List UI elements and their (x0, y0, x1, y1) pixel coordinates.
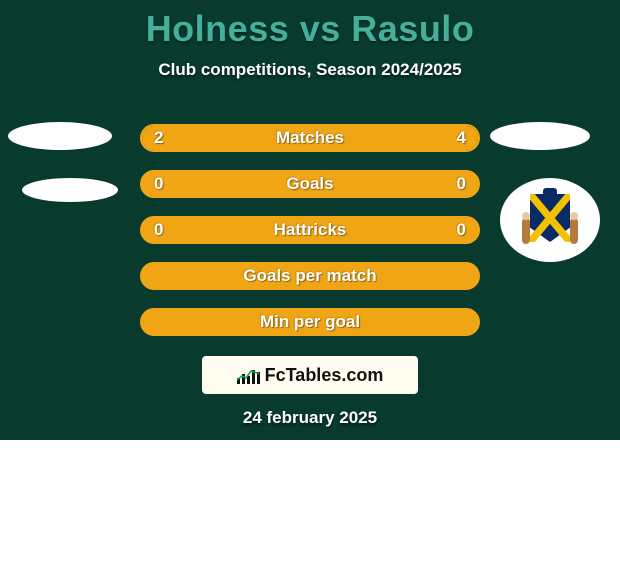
stat-value-left: 2 (154, 126, 163, 150)
right-player-ellipse (490, 122, 590, 150)
brand-box: FcTables.com (202, 356, 418, 394)
stat-row-goals_per_match: Goals per match (140, 262, 480, 290)
subtitle: Club competitions, Season 2024/2025 (0, 60, 620, 80)
stat-label: Goals (142, 172, 478, 196)
comparison-panel: Holness vs Rasulo Club competitions, Sea… (0, 0, 620, 440)
canvas: Holness vs Rasulo Club competitions, Sea… (0, 0, 620, 580)
stat-row-goals: Goals0 0 (140, 170, 480, 198)
stat-value-left: 0 (154, 172, 163, 196)
right-club-badge (500, 178, 600, 262)
brand-line-icon (237, 368, 259, 382)
page-title: Holness vs Rasulo (0, 0, 620, 50)
brand-text: FcTables.com (265, 365, 384, 386)
brand-chart-icon (237, 366, 259, 384)
stat-value-left: 0 (154, 218, 163, 242)
footer-date: 24 february 2025 (0, 408, 620, 428)
stat-row-matches: Matches2 4 (140, 124, 480, 152)
stat-label: Matches (142, 126, 478, 150)
stat-row-hattricks: Hattricks0 0 (140, 216, 480, 244)
left-player-ellipse-1 (8, 122, 112, 150)
stat-value-right: 4 (457, 126, 466, 150)
club-crest-icon (522, 188, 578, 252)
stat-label: Hattricks (142, 218, 478, 242)
stat-value-right: 0 (457, 172, 466, 196)
stat-label: Goals per match (142, 264, 478, 288)
stat-label: Min per goal (142, 310, 478, 334)
left-player-ellipse-2 (22, 178, 118, 202)
stat-row-min_per_goal: Min per goal (140, 308, 480, 336)
stat-value-right: 0 (457, 218, 466, 242)
stat-bars: Matches24Goals00Hattricks00Goals per mat… (140, 124, 480, 354)
